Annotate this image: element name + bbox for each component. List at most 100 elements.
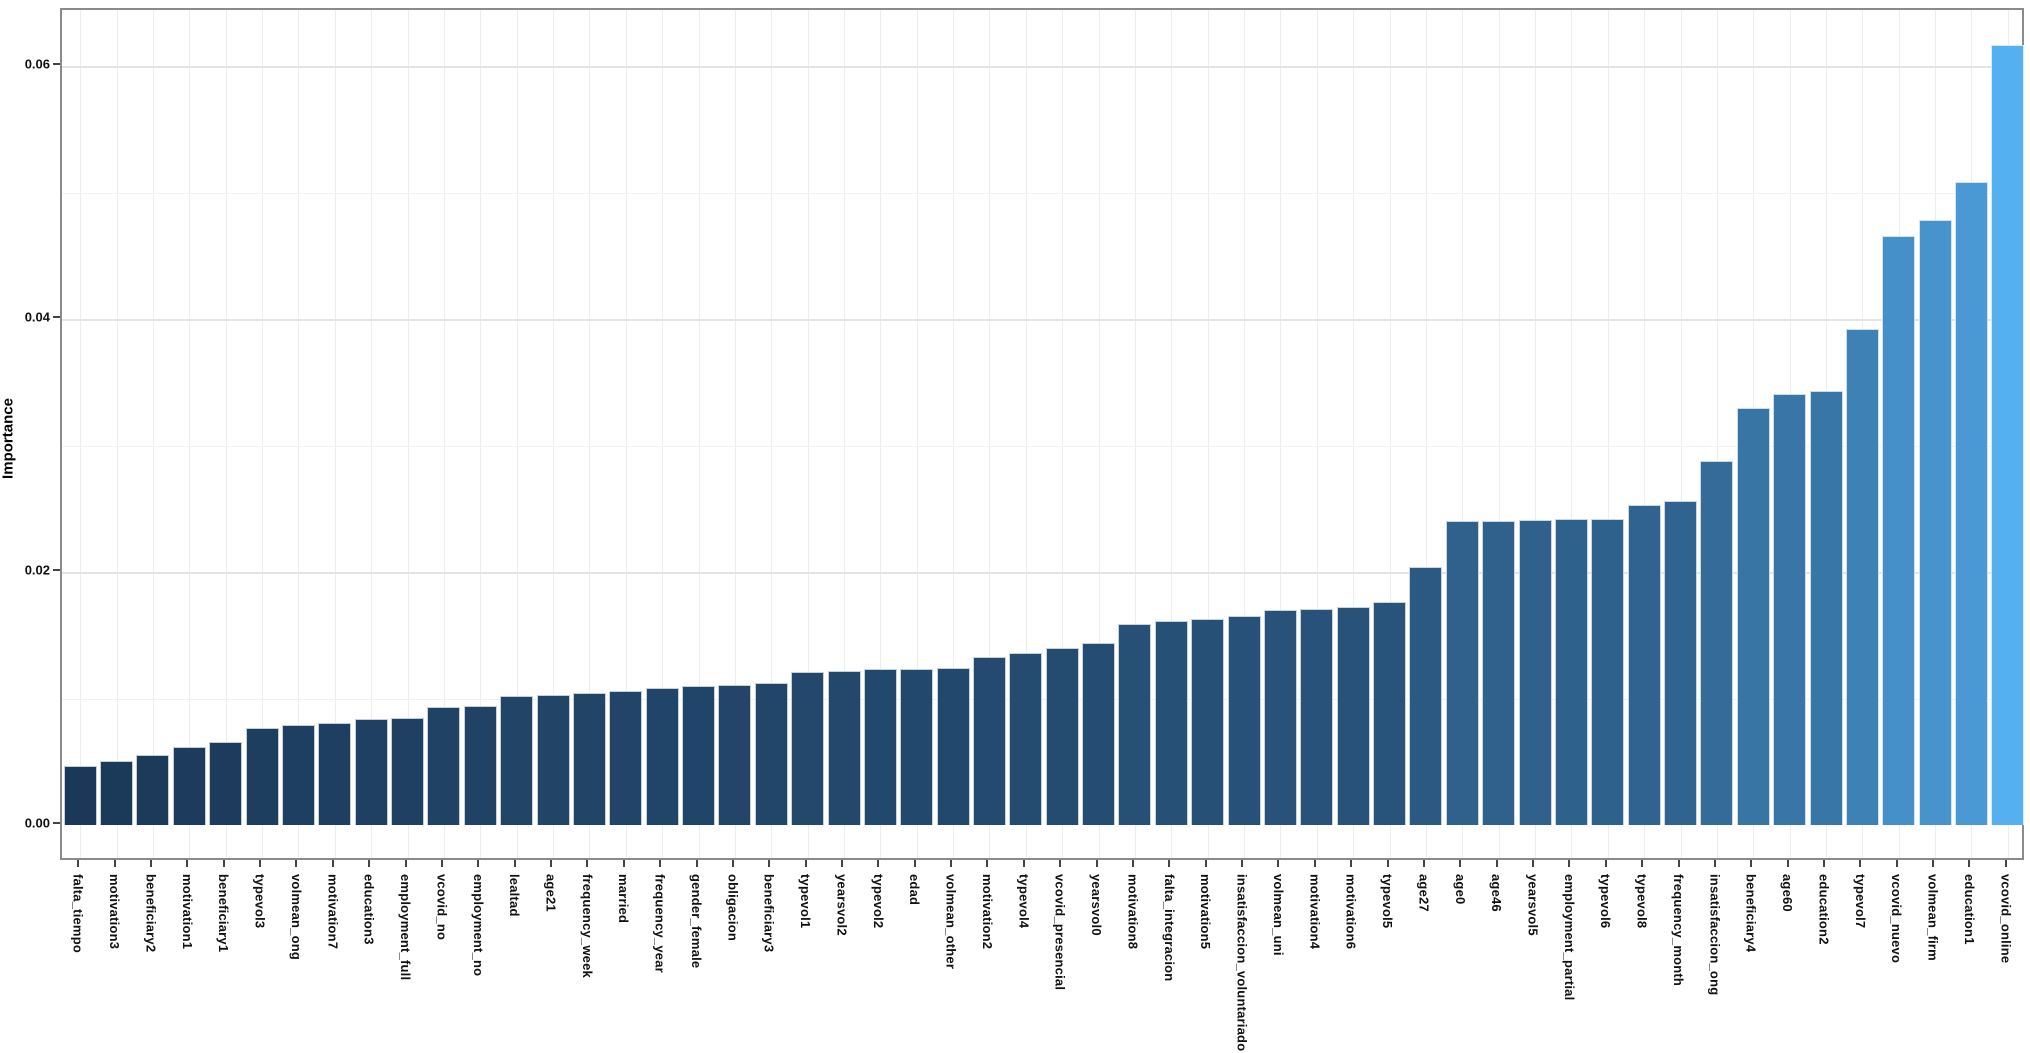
bar-typevol3 [245,727,279,825]
bar-typevol4 [1009,653,1043,825]
x-tick-label: vcovid_online [1998,874,2014,964]
x-tick-label: lealtad [507,874,523,917]
vertical-gridline [1353,10,1355,858]
x-tick-label: motivation5 [1198,874,1214,950]
x-tick-mark [331,860,334,867]
vertical-gridline [1134,10,1136,858]
x-tick-mark [1968,860,1971,867]
vertical-gridline [625,10,627,858]
vertical-gridline [880,10,882,858]
bar-motivation2 [972,656,1006,825]
bar-yearsvol5 [1518,520,1552,825]
x-tick-label: typevol2 [870,874,886,929]
x-tick-label: vcovid_nuevo [1889,874,1905,964]
y-tick-label: 0.02 [24,562,50,578]
vertical-gridline [1316,10,1318,858]
x-tick-mark [622,860,625,867]
vertical-gridline [698,10,700,858]
bar-obligacion [718,684,752,825]
vertical-gridline [1171,10,1173,858]
x-tick-mark [368,860,371,867]
x-tick-label: motivation4 [1307,874,1323,950]
vertical-gridline [189,10,191,858]
x-tick-label: volmean_uni [1270,874,1286,956]
x-tick-label: motivation3 [107,874,123,950]
bar-typevol7 [1845,329,1879,825]
x-tick-mark [1713,860,1716,867]
bar-vcovid_nuevo [1882,235,1916,825]
bar-age0 [1445,521,1479,825]
x-tick-label: education3 [361,874,377,945]
x-tick-mark [113,860,116,867]
bar-vcovid_online [1991,44,2025,825]
x-tick-mark [186,860,189,867]
vertical-gridline [916,10,918,858]
vertical-gridline [1644,10,1646,858]
bar-motivation8 [1118,623,1152,825]
x-tick-label: motivation2 [979,874,995,950]
x-tick-mark [1422,860,1425,867]
bar-falta_tiempo [63,765,97,825]
vertical-gridline [1244,10,1245,858]
bar-education3 [354,718,388,825]
bar-beneficiary2 [136,755,170,825]
x-tick-label: age27 [1416,874,1432,912]
x-tick-mark [1604,860,1607,867]
vertical-gridline [1498,10,1500,858]
x-tick-mark [841,860,843,867]
vertical-gridline [516,10,518,858]
vertical-gridline [152,10,154,858]
vertical-gridline [334,10,336,858]
x-tick-label: age0 [1452,874,1468,905]
x-tick-mark [1095,860,1098,867]
x-tick-mark [1786,860,1789,867]
x-tick-label: typevol3 [252,874,268,929]
x-tick-mark [1568,860,1571,867]
x-tick-mark [1823,860,1825,867]
major-gridline [62,319,2022,321]
vertical-gridline [771,10,773,858]
x-tick-label: age21 [543,874,559,912]
vertical-gridline [1207,10,1209,858]
x-tick-label: volmean_ong [288,874,304,960]
bar-motivation7 [318,722,352,825]
bar-motivation5 [1191,618,1225,825]
x-tick-mark [1059,860,1062,867]
vertical-gridline [553,10,554,858]
x-tick-label: falta_integracion [1161,874,1177,982]
x-tick-label: yearsvol5 [1525,874,1541,936]
bar-volmean_firm [1918,220,1952,825]
vertical-gridline [298,10,300,858]
x-tick-mark [222,860,225,867]
minor-gridline [62,192,2022,194]
x-tick-mark [1677,860,1680,867]
vertical-gridline [1607,10,1609,858]
x-tick-mark [1641,860,1644,867]
x-tick-label: beneficiary4 [1743,874,1759,953]
major-gridline [62,572,2022,574]
vertical-gridline [1462,10,1464,858]
x-tick-mark [550,860,552,867]
x-tick-label: employment_full [398,874,413,981]
x-tick-mark [477,860,480,867]
x-tick-mark [295,860,298,867]
bar-motivation1 [172,746,206,825]
bar-volmean_uni [1263,610,1297,826]
x-tick-label: typevol7 [1852,874,1868,929]
vertical-gridline [116,10,118,858]
y-tick-mark [53,63,60,65]
vertical-gridline [480,10,482,858]
x-tick-mark [1895,860,1898,867]
bar-typevol2 [863,669,897,825]
bar-married [609,690,643,825]
bar-yearsvol2 [827,670,861,825]
x-tick-mark [259,860,261,867]
x-tick-mark [1350,860,1353,867]
x-tick-label: education2 [1816,874,1832,945]
bar-frequency_week [572,693,606,825]
x-tick-mark [1859,860,1862,867]
vertical-gridline [1062,10,1064,858]
minor-gridline [62,445,2022,447]
x-tick-label: motivation1 [179,874,195,950]
y-tick-label: 0.06 [24,56,50,72]
